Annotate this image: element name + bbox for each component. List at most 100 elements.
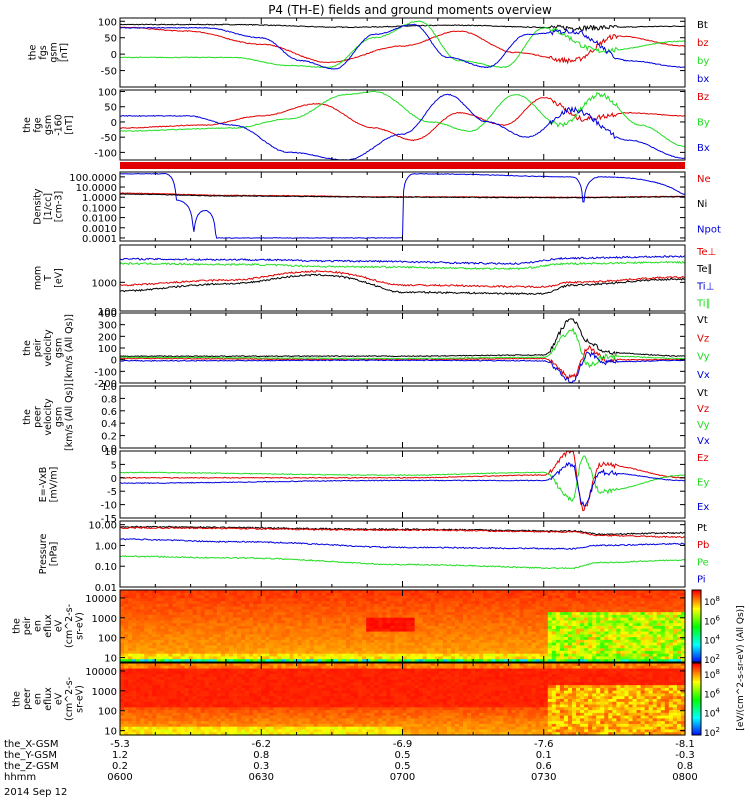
time-axis-value: 0600 [107, 772, 132, 783]
y-tick-label: 50 [104, 34, 117, 45]
time-axis-value: 0800 [672, 772, 697, 783]
legend-temperature-2: Ti⊥ [696, 281, 714, 292]
y-axis-label: thepeirvelocitygsm[km/s (All Qs)] [22, 314, 75, 382]
time-axis-value: 0.8 [253, 750, 269, 761]
y-tick-label: 0 [111, 474, 117, 485]
separator-bar [120, 162, 685, 169]
y-tick-label: 10.00 [88, 521, 117, 532]
y-tick-label: 10000 [85, 667, 117, 678]
colorbar-tick-label: 106 [704, 614, 720, 627]
time-axis-value: 0700 [390, 772, 415, 783]
y-tick-label: 0.6 [101, 407, 117, 418]
y-tick-label: 10 [104, 727, 117, 738]
legend-peer_velocity-2: Vy [697, 420, 710, 431]
colorbar-tick-label: 102 [704, 726, 720, 739]
y-tick-label: 100 [98, 17, 117, 28]
heatmap-cells [120, 590, 686, 663]
legend-fgs_gsm-2: by [697, 56, 709, 67]
colorbar-tick-label: 102 [704, 653, 720, 666]
series-line-fge_gsm-2 [120, 94, 685, 160]
y-axis-label: thefgsgsm[nT] [27, 42, 70, 62]
legend-peir_velocity-3: Vx [697, 370, 710, 381]
colorbar-tick-label: 108 [704, 595, 720, 608]
y-tick-label: 1000 [92, 278, 117, 289]
time-axis-value: 0.2 [112, 761, 128, 772]
y-tick-label: -10 [101, 501, 117, 512]
colorbar-tick-label: 104 [704, 707, 720, 720]
y-axis-label: Density[1/cc][cm-3] [33, 188, 65, 224]
y-tick-label: 1.0 [101, 382, 117, 393]
y-axis-label: momT[eV] [33, 266, 65, 290]
time-axis-value: 0.5 [395, 761, 411, 772]
y-axis-label: thepeervelocitygsm[km/s (All Qs)] [22, 383, 75, 451]
y-axis-label: Pressure[nPa] [38, 534, 60, 575]
legend-pressure-2: Pe [697, 557, 709, 568]
legend-fgs_gsm-3: bx [697, 74, 709, 85]
legend-efield-0: Ez [697, 453, 709, 464]
time-axis-value: 0630 [249, 772, 274, 783]
panel-frame [120, 451, 685, 518]
y-tick-label: 1000 [92, 614, 117, 625]
y-tick-label: 0.0001 [82, 234, 117, 245]
series-line-peir_velocity-0 [120, 319, 685, 357]
y-tick-label: 100 [98, 88, 117, 99]
legend-peir_velocity-1: Vz [697, 333, 709, 344]
y-tick-label: 100 [98, 707, 117, 718]
plot-title: P4 (TH-E) fields and ground moments over… [268, 3, 552, 17]
colorbar-tick-label: 108 [704, 668, 720, 681]
y-tick-label: 100 [98, 634, 117, 645]
legend-fge_gsm-0: Bz [697, 92, 709, 103]
panel-frame [120, 313, 685, 383]
series-line-efield-2 [120, 463, 685, 506]
legend-fge_gsm-1: By [697, 118, 710, 129]
panel-peir_velocity: VtVzVyVx4003002001000-100-200thepeirvelo… [22, 309, 710, 390]
time-axis-value: -6.2 [251, 739, 271, 750]
heatmap-cells [120, 663, 686, 736]
y-tick-label: -5 [107, 487, 117, 498]
y-tick-label: 10 [104, 447, 117, 458]
panel-frame [120, 245, 685, 311]
panel-frame [120, 386, 685, 448]
series-line-density-2 [120, 174, 685, 239]
time-axis-value: 1.2 [112, 750, 128, 761]
legend-density-2: Npot [697, 224, 721, 235]
time-axis-value: 0730 [531, 772, 556, 783]
y-tick-label: 50 [104, 103, 117, 114]
y-tick-label: -50 [101, 67, 117, 78]
time-axis-value: -0.3 [675, 750, 695, 761]
y-axis-label: thepeerenefluxeV(cm^2-s-sr-eV) [12, 677, 86, 721]
series-line-temperature-2 [120, 256, 685, 265]
time-axis-value: -5.3 [110, 739, 130, 750]
time-axis-value: 0.3 [253, 761, 269, 772]
y-tick-label: 5 [111, 460, 117, 471]
legend-temperature-1: Te∥ [696, 264, 713, 275]
legend-density-1: Ni [697, 199, 707, 210]
time-axis-row-label: hhmm [4, 772, 36, 783]
y-tick-label: -50 [101, 133, 117, 144]
legend-fgs_gsm-1: bz [697, 38, 709, 49]
y-tick-label: 1000 [92, 687, 117, 698]
y-tick-label: 0.10 [95, 562, 117, 573]
y-tick-label: 200 [98, 332, 117, 343]
y-axis-label: E=-VxB[mV/m] [38, 467, 60, 503]
y-tick-label: 1.00 [95, 541, 117, 552]
y-tick-label: 100 [98, 344, 117, 355]
y-tick-label: 300 [98, 321, 117, 332]
colorbar-label: [eV/(cm^2-s-sr-eV) (All Qs)] [736, 605, 746, 730]
legend-peer_velocity-0: Vt [697, 388, 708, 399]
y-tick-label: -100 [94, 367, 117, 378]
legend-peer_velocity-3: Vx [697, 436, 710, 447]
time-axis-row-label: the_Z-GSM [4, 761, 59, 772]
legend-peir_velocity-0: Vt [697, 315, 708, 326]
y-tick-label: 0 [111, 118, 117, 129]
legend-peer_velocity-1: Vz [697, 404, 709, 415]
time-axis-value: 0.6 [536, 761, 552, 772]
legend-efield-1: Ey [697, 477, 709, 488]
y-tick-label: 0.4 [101, 419, 117, 430]
legend-temperature-3: Ti∥ [696, 298, 711, 309]
